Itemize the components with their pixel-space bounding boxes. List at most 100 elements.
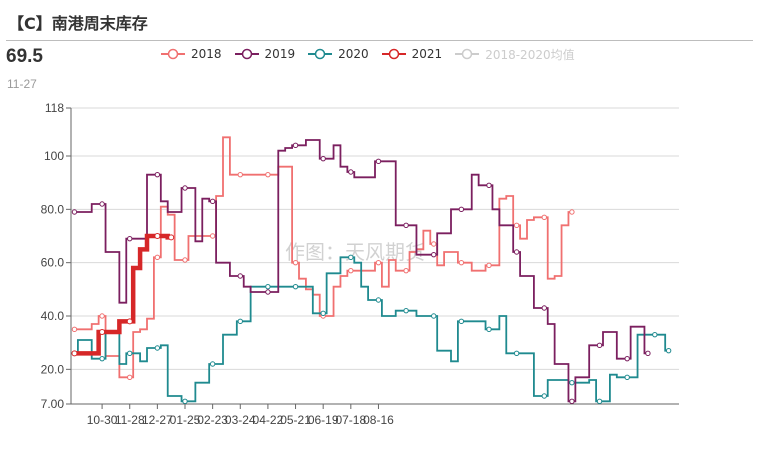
chart-legend: 2018 2019 2020 2021 2018-2020均值 bbox=[160, 44, 587, 64]
legend-label: 2021 bbox=[411, 47, 443, 61]
series-line-2019 bbox=[74, 139, 648, 403]
data-point-2020 bbox=[458, 318, 465, 325]
legend-label: 2018 bbox=[191, 47, 222, 61]
y-tick-label: 60.0 bbox=[41, 256, 65, 270]
data-point-2018 bbox=[99, 313, 105, 319]
data-point-2019 bbox=[486, 182, 492, 189]
data-point-2019 bbox=[154, 171, 161, 178]
legend-item-2021[interactable]: 2021 bbox=[381, 47, 443, 61]
legend-line-marker-icon bbox=[234, 48, 259, 60]
data-point-2020 bbox=[596, 398, 603, 405]
data-point-2021 bbox=[126, 318, 133, 325]
data-point-2020 bbox=[431, 313, 437, 319]
data-point-2020 bbox=[209, 361, 216, 367]
legend-label: 2020 bbox=[338, 47, 369, 61]
data-point-2019 bbox=[209, 198, 216, 205]
data-point-2018 bbox=[569, 209, 575, 215]
data-point-2018 bbox=[458, 259, 465, 266]
legend-item-2018[interactable]: 2018 bbox=[160, 47, 222, 61]
data-point-2020 bbox=[665, 347, 672, 354]
data-point-2019 bbox=[569, 398, 575, 405]
header-bar: 【C】南港周末库存 bbox=[6, 4, 753, 41]
x-tick-label: 04-22 bbox=[253, 413, 284, 427]
data-point-2019 bbox=[403, 222, 409, 229]
legend-label: 2018-2020均值 bbox=[485, 47, 575, 62]
x-tick-label: 11-28 bbox=[115, 413, 145, 427]
data-point-2018 bbox=[431, 241, 437, 247]
legend-line-marker-icon bbox=[161, 48, 185, 60]
y-tick-label: 118 bbox=[45, 101, 64, 115]
data-point-2020 bbox=[292, 283, 299, 290]
data-point-2019 bbox=[348, 169, 354, 175]
page-title: 【C】南港周末库存 bbox=[8, 14, 148, 33]
series-2020 bbox=[71, 254, 672, 405]
legend-line-marker-icon bbox=[308, 48, 333, 60]
data-point-2018 bbox=[182, 257, 188, 263]
data-point-2018 bbox=[541, 214, 547, 221]
data-point-2018 bbox=[265, 171, 271, 178]
data-point-2021 bbox=[71, 350, 78, 357]
legend-line-marker-icon bbox=[455, 48, 480, 60]
data-point-2020 bbox=[486, 326, 492, 333]
y-tick-label: 100 bbox=[44, 149, 64, 163]
legend-item-2018-2020均值[interactable]: 2018-2020均值 bbox=[454, 46, 575, 63]
data-point-2019 bbox=[71, 209, 78, 215]
data-point-2020 bbox=[182, 398, 188, 405]
data-point-2019 bbox=[99, 201, 105, 207]
data-point-2020 bbox=[652, 331, 658, 338]
x-tick-label: 01-25 bbox=[170, 413, 201, 427]
data-point-2021 bbox=[168, 234, 175, 241]
data-point-2018 bbox=[292, 259, 299, 266]
data-point-2021 bbox=[99, 329, 106, 335]
x-tick-label: 10-30 bbox=[87, 413, 118, 427]
data-point-2019 bbox=[431, 251, 437, 258]
legend-line-marker-icon bbox=[381, 48, 406, 60]
current-date: 11-27 bbox=[7, 77, 37, 91]
data-point-2020 bbox=[348, 254, 354, 261]
data-point-2018 bbox=[237, 171, 243, 178]
data-point-2019 bbox=[237, 273, 243, 279]
data-point-2019 bbox=[645, 350, 651, 357]
x-tick-label: 08-16 bbox=[363, 413, 394, 427]
data-point-2020 bbox=[99, 355, 105, 362]
data-point-2019 bbox=[513, 249, 520, 255]
data-point-2020 bbox=[375, 297, 382, 303]
y-tick-label: 80.0 bbox=[41, 202, 65, 216]
data-point-2019 bbox=[265, 289, 271, 295]
data-point-2018 bbox=[127, 374, 133, 381]
data-point-2020 bbox=[127, 350, 133, 357]
legend-item-2020[interactable]: 2020 bbox=[307, 47, 369, 61]
series-2019 bbox=[71, 139, 651, 405]
data-point-2018 bbox=[209, 233, 216, 239]
data-point-2018 bbox=[375, 259, 382, 266]
data-point-2019 bbox=[292, 142, 299, 149]
y-tick-label: 40.0 bbox=[41, 309, 65, 323]
y-tick-label: 7.00 bbox=[41, 397, 65, 411]
data-point-2020 bbox=[569, 379, 575, 386]
x-tick-label: 12-27 bbox=[142, 413, 173, 427]
data-point-2018 bbox=[513, 222, 520, 229]
x-tick-label: 07-18 bbox=[335, 413, 366, 427]
data-point-2019 bbox=[182, 185, 188, 191]
data-point-2019 bbox=[596, 342, 603, 349]
x-tick-label: 05-21 bbox=[280, 413, 311, 427]
data-point-2018 bbox=[348, 267, 354, 274]
data-point-2019 bbox=[458, 206, 465, 213]
series-2021 bbox=[71, 233, 175, 357]
data-point-2018 bbox=[71, 326, 78, 333]
data-point-2021 bbox=[154, 233, 161, 239]
data-point-2019 bbox=[320, 155, 326, 162]
data-point-2020 bbox=[320, 310, 326, 317]
data-point-2018 bbox=[154, 254, 161, 261]
data-point-2020 bbox=[403, 307, 409, 314]
series-2018 bbox=[71, 136, 575, 381]
data-point-2020 bbox=[265, 283, 271, 290]
data-point-2018 bbox=[486, 262, 492, 269]
data-point-2020 bbox=[237, 318, 243, 325]
data-point-2020 bbox=[513, 350, 520, 357]
current-value: 69.5 bbox=[6, 46, 43, 67]
data-point-2020 bbox=[154, 345, 161, 351]
data-point-2019 bbox=[375, 158, 382, 165]
legend-item-2019[interactable]: 2019 bbox=[234, 47, 295, 61]
